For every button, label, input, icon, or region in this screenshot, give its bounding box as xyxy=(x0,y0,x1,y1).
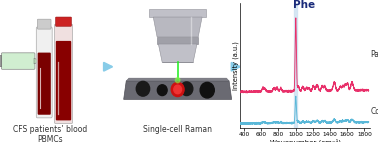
Circle shape xyxy=(200,82,214,98)
Text: Patients: Patients xyxy=(370,50,378,59)
Text: Single-cell Raman: Single-cell Raman xyxy=(143,125,212,134)
Text: PBMCs: PBMCs xyxy=(37,135,63,142)
Polygon shape xyxy=(149,9,206,17)
Text: Phe: Phe xyxy=(293,0,315,10)
Circle shape xyxy=(171,82,184,97)
FancyBboxPatch shape xyxy=(56,17,71,26)
Bar xyxy=(294,3,297,128)
Circle shape xyxy=(157,85,167,96)
Circle shape xyxy=(136,81,150,96)
Polygon shape xyxy=(126,78,229,81)
FancyBboxPatch shape xyxy=(56,41,71,120)
Circle shape xyxy=(180,82,193,96)
X-axis label: Wavenumber (cm⁻¹): Wavenumber (cm⁻¹) xyxy=(270,138,341,142)
Text: Controls: Controls xyxy=(370,107,378,116)
FancyBboxPatch shape xyxy=(36,27,52,118)
Polygon shape xyxy=(34,58,41,64)
Y-axis label: Intensity (a.u.): Intensity (a.u.) xyxy=(232,41,239,90)
Text: CFS patients’ blood: CFS patients’ blood xyxy=(13,125,87,134)
FancyBboxPatch shape xyxy=(37,19,51,29)
Polygon shape xyxy=(124,81,232,99)
Polygon shape xyxy=(153,17,202,37)
FancyBboxPatch shape xyxy=(2,53,35,69)
Circle shape xyxy=(175,78,180,83)
Polygon shape xyxy=(157,37,198,44)
Polygon shape xyxy=(158,44,197,62)
Circle shape xyxy=(174,85,181,94)
FancyBboxPatch shape xyxy=(38,53,51,115)
FancyBboxPatch shape xyxy=(0,55,2,67)
FancyBboxPatch shape xyxy=(54,24,73,124)
